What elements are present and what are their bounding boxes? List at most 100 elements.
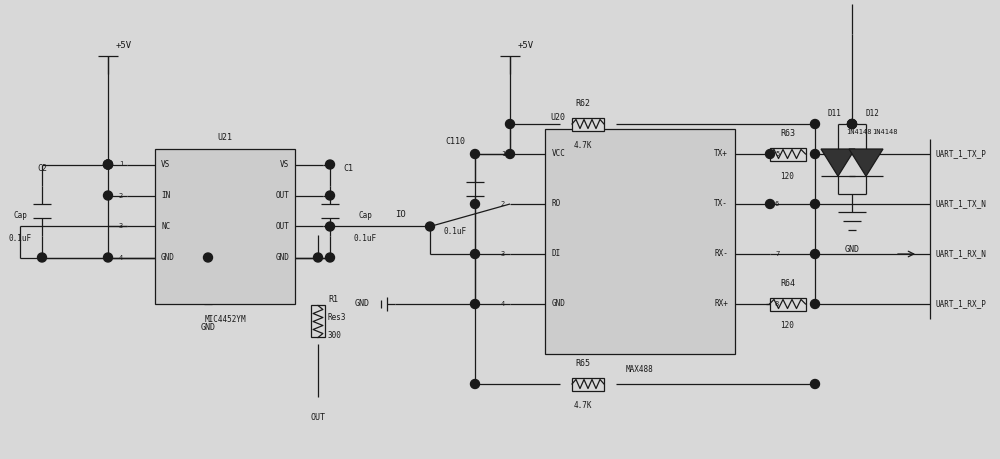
Text: GND: GND bbox=[161, 253, 175, 262]
Text: +5V: +5V bbox=[518, 41, 534, 50]
Text: GND: GND bbox=[355, 300, 370, 308]
Text: MAX488: MAX488 bbox=[626, 364, 654, 374]
Circle shape bbox=[38, 253, 46, 262]
Circle shape bbox=[326, 222, 334, 231]
Text: MIC4452YM: MIC4452YM bbox=[204, 314, 246, 324]
Text: GND: GND bbox=[275, 253, 289, 262]
Bar bbox=[770, 297, 806, 310]
Circle shape bbox=[810, 119, 820, 129]
Text: U20: U20 bbox=[550, 112, 565, 122]
Bar bbox=[770, 147, 806, 161]
Bar bbox=[572, 118, 604, 130]
Text: 4: 4 bbox=[119, 254, 123, 261]
Text: OUT: OUT bbox=[275, 191, 289, 200]
Circle shape bbox=[848, 119, 856, 129]
Text: OUT: OUT bbox=[275, 222, 289, 231]
Text: OUT: OUT bbox=[310, 413, 326, 421]
Text: Cap: Cap bbox=[358, 212, 372, 220]
Text: VS: VS bbox=[280, 160, 289, 169]
Text: 4.7K: 4.7K bbox=[574, 402, 592, 410]
Circle shape bbox=[471, 250, 480, 258]
Text: D11: D11 bbox=[827, 110, 841, 118]
Bar bbox=[311, 306, 325, 337]
Text: UART_1_TX_N: UART_1_TX_N bbox=[935, 200, 986, 208]
Circle shape bbox=[810, 380, 820, 388]
Circle shape bbox=[810, 300, 820, 308]
Text: UART_1_TX_P: UART_1_TX_P bbox=[935, 150, 986, 158]
Text: GND: GND bbox=[844, 245, 860, 254]
Text: TX+: TX+ bbox=[714, 150, 728, 158]
Text: R64: R64 bbox=[780, 280, 795, 289]
Text: 1: 1 bbox=[119, 162, 123, 168]
Text: VS: VS bbox=[161, 160, 170, 169]
Text: 120: 120 bbox=[781, 321, 794, 330]
Text: UART_1_RX_P: UART_1_RX_P bbox=[935, 300, 986, 308]
Text: Res3: Res3 bbox=[328, 313, 347, 322]
Text: RX-: RX- bbox=[714, 250, 728, 258]
Circle shape bbox=[326, 160, 334, 169]
Text: Cap: Cap bbox=[13, 212, 27, 220]
Text: IO: IO bbox=[395, 210, 406, 219]
Circle shape bbox=[326, 253, 334, 262]
Text: GND: GND bbox=[200, 323, 216, 332]
Text: TX-: TX- bbox=[714, 200, 728, 208]
Text: DI: DI bbox=[552, 250, 561, 258]
Text: 3: 3 bbox=[119, 224, 123, 230]
Circle shape bbox=[848, 119, 856, 129]
Text: 8: 8 bbox=[327, 162, 331, 168]
Circle shape bbox=[505, 119, 514, 129]
Circle shape bbox=[326, 191, 334, 200]
Text: R1: R1 bbox=[328, 295, 338, 304]
Polygon shape bbox=[849, 149, 883, 176]
Text: R62: R62 bbox=[576, 100, 590, 108]
Text: 2: 2 bbox=[501, 201, 505, 207]
Circle shape bbox=[104, 160, 112, 169]
Circle shape bbox=[104, 191, 112, 200]
Text: 1N4148: 1N4148 bbox=[872, 129, 898, 135]
Text: GND: GND bbox=[552, 300, 566, 308]
Circle shape bbox=[471, 200, 480, 208]
Circle shape bbox=[471, 300, 480, 308]
Circle shape bbox=[204, 253, 212, 262]
Circle shape bbox=[765, 150, 774, 158]
Bar bbox=[572, 377, 604, 391]
Text: U21: U21 bbox=[218, 133, 232, 141]
Text: R63: R63 bbox=[780, 129, 795, 139]
Circle shape bbox=[104, 160, 112, 169]
Text: NC: NC bbox=[161, 222, 170, 231]
Circle shape bbox=[810, 200, 820, 208]
Bar bbox=[155, 149, 295, 304]
Text: C110: C110 bbox=[445, 136, 465, 146]
Text: D12: D12 bbox=[865, 110, 879, 118]
Text: 0.1uF: 0.1uF bbox=[353, 235, 377, 244]
Text: 7: 7 bbox=[327, 192, 331, 198]
Text: 6: 6 bbox=[775, 201, 779, 207]
Text: IN: IN bbox=[161, 191, 170, 200]
Text: RX+: RX+ bbox=[714, 300, 728, 308]
Polygon shape bbox=[821, 149, 855, 176]
Text: 4.7K: 4.7K bbox=[574, 141, 592, 151]
Circle shape bbox=[848, 119, 856, 129]
Bar bbox=[545, 129, 735, 354]
Text: 0.1uF: 0.1uF bbox=[8, 235, 32, 244]
Circle shape bbox=[471, 150, 480, 158]
Circle shape bbox=[104, 253, 112, 262]
Circle shape bbox=[505, 150, 514, 158]
Text: UART_1_RX_N: UART_1_RX_N bbox=[935, 250, 986, 258]
Circle shape bbox=[765, 200, 774, 208]
Text: C1: C1 bbox=[343, 164, 353, 174]
Text: 120: 120 bbox=[781, 172, 794, 180]
Text: 1: 1 bbox=[501, 151, 505, 157]
Text: VCC: VCC bbox=[552, 150, 566, 158]
Text: C2: C2 bbox=[37, 164, 47, 174]
Circle shape bbox=[314, 253, 322, 262]
Text: 0.1uF: 0.1uF bbox=[443, 226, 467, 235]
Circle shape bbox=[810, 150, 820, 158]
Text: 300: 300 bbox=[328, 331, 342, 340]
Text: 5: 5 bbox=[327, 254, 331, 261]
Circle shape bbox=[471, 380, 480, 388]
Text: 7: 7 bbox=[775, 251, 779, 257]
Text: 3: 3 bbox=[501, 251, 505, 257]
Circle shape bbox=[104, 160, 112, 169]
Text: 6: 6 bbox=[327, 224, 331, 230]
